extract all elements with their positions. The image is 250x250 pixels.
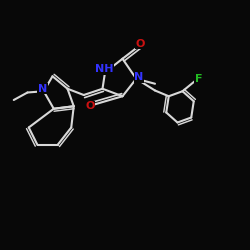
Text: F: F bbox=[194, 74, 202, 84]
Text: N: N bbox=[134, 72, 143, 83]
Text: N: N bbox=[38, 84, 47, 94]
Text: NH: NH bbox=[94, 64, 113, 74]
Text: O: O bbox=[85, 101, 95, 111]
Text: O: O bbox=[135, 39, 145, 49]
